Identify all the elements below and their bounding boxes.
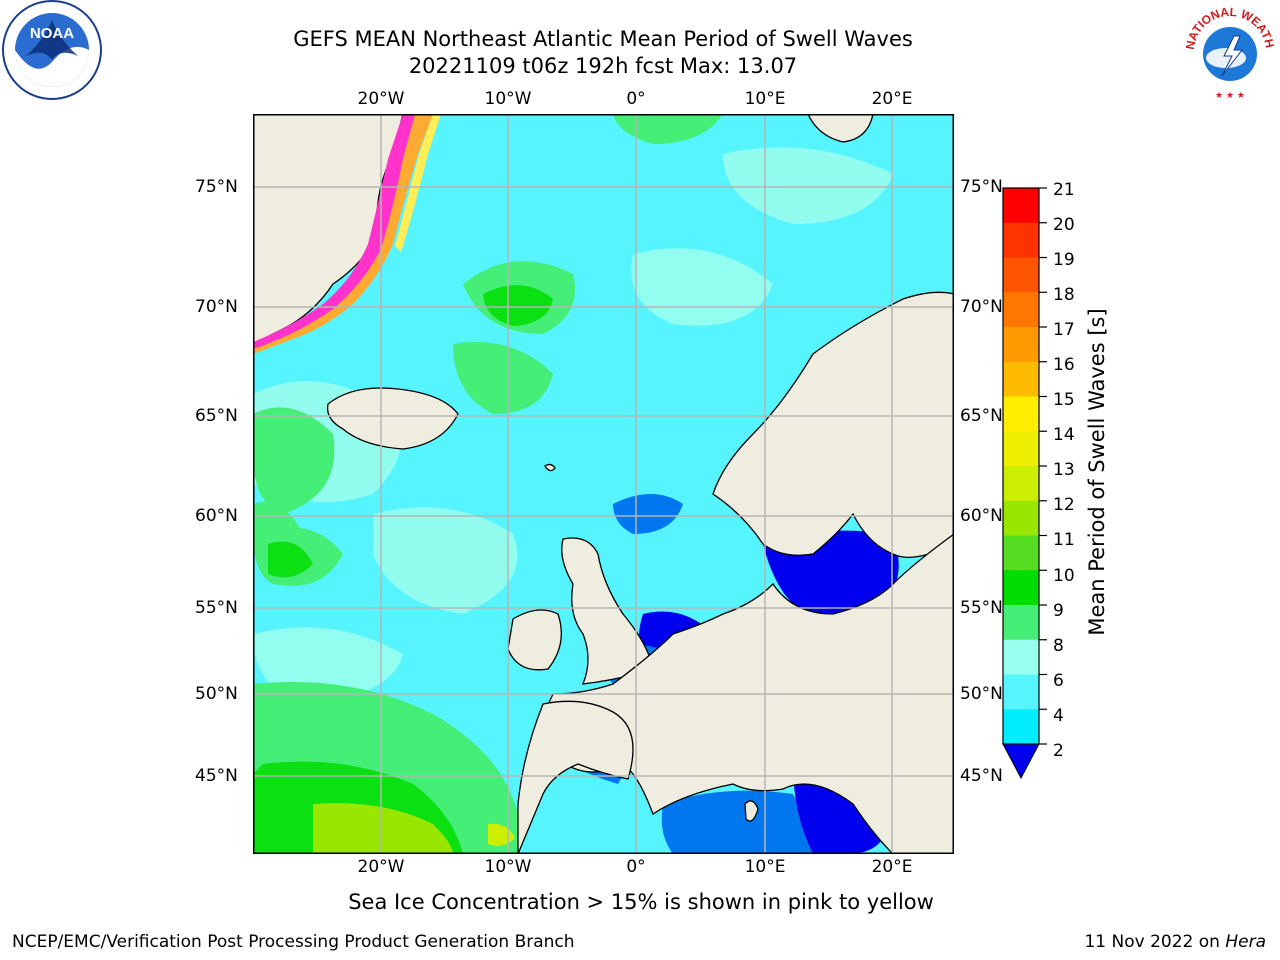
colorbar-segment bbox=[1003, 292, 1039, 328]
chart-title: GEFS MEAN Northeast Atlantic Mean Period… bbox=[293, 27, 913, 51]
period-11-12-patches bbox=[313, 803, 453, 854]
colorbar-segment bbox=[1003, 431, 1039, 467]
colorbar-segment bbox=[1003, 361, 1039, 397]
colorbar-tick-18: 18 bbox=[1053, 285, 1075, 305]
sea-ice-note: Sea Ice Concentration > 15% is shown in … bbox=[348, 890, 934, 914]
lat-label-left-60n: 60°N bbox=[195, 506, 238, 526]
colorbar-segment bbox=[1003, 605, 1039, 641]
lon-label-top-10e: 10°E bbox=[744, 89, 786, 109]
colorbar-extend-arrow bbox=[1002, 743, 1040, 780]
colorbar-tick-16: 16 bbox=[1053, 355, 1075, 375]
colorbar-tick-12: 12 bbox=[1053, 495, 1075, 515]
lat-label-right-50n: 50°N bbox=[960, 684, 1003, 704]
colorbar-segments bbox=[1003, 188, 1039, 745]
colorbar-label: Mean Period of Swell Waves [s] bbox=[1085, 308, 1109, 636]
colorbar-tick-6: 6 bbox=[1053, 671, 1064, 691]
colorbar-tick-21: 21 bbox=[1053, 180, 1075, 200]
footer-credit: NCEP/EMC/Verification Post Processing Pr… bbox=[12, 932, 575, 952]
colorbar-segment bbox=[1003, 396, 1039, 432]
lon-label-top-0: 0° bbox=[626, 89, 646, 109]
colorbar-segment bbox=[1003, 709, 1039, 745]
colorbar-tick-9: 9 bbox=[1053, 601, 1064, 621]
colorbar-tick-20: 20 bbox=[1053, 215, 1075, 235]
colorbar-segment bbox=[1003, 500, 1039, 536]
colorbar-tick-19: 19 bbox=[1053, 250, 1075, 270]
colorbar-tick-4: 4 bbox=[1053, 706, 1064, 726]
colorbar-tick-13: 13 bbox=[1053, 460, 1075, 480]
colorbar-segment bbox=[1003, 257, 1039, 293]
lon-label-bottom-20w: 20°W bbox=[357, 857, 405, 877]
lat-label-left-55n: 55°N bbox=[195, 598, 238, 618]
colorbar-tick-14: 14 bbox=[1053, 425, 1075, 445]
lat-label-left-65n: 65°N bbox=[195, 406, 238, 426]
colorbar-tick-10: 10 bbox=[1053, 566, 1075, 586]
footer-host: Hera bbox=[1225, 932, 1266, 952]
sea-ice-band bbox=[253, 114, 441, 354]
svg-text:★ ★ ★: ★ ★ ★ bbox=[1215, 91, 1245, 101]
graticule bbox=[253, 114, 954, 854]
colorbar-segment bbox=[1003, 639, 1039, 675]
lat-label-left-75n: 75°N bbox=[195, 177, 238, 197]
lat-label-right-60n: 60°N bbox=[960, 506, 1003, 526]
colorbar-tick-17: 17 bbox=[1053, 320, 1075, 340]
colorbar-tick-2: 2 bbox=[1053, 741, 1064, 761]
lat-label-right-75n: 75°N bbox=[960, 177, 1003, 197]
lat-label-right-55n: 55°N bbox=[960, 598, 1003, 618]
colorbar-segment bbox=[1003, 535, 1039, 571]
lat-label-right-65n: 65°N bbox=[960, 406, 1003, 426]
colorbar-segment bbox=[1003, 674, 1039, 710]
lat-label-left-70n: 70°N bbox=[195, 297, 238, 317]
map-frame bbox=[253, 114, 954, 854]
colorbar-tick-11: 11 bbox=[1053, 530, 1075, 550]
lon-label-bottom-20e: 20°E bbox=[871, 857, 913, 877]
chart-subtitle: 20221109 t06z 192h fcst Max: 13.07 bbox=[408, 54, 798, 78]
lat-label-right-70n: 70°N bbox=[960, 297, 1003, 317]
lat-label-left-45n: 45°N bbox=[195, 766, 238, 786]
colorbar-segment bbox=[1003, 570, 1039, 606]
lon-label-bottom-10e: 10°E bbox=[744, 857, 786, 877]
colorbar-segment bbox=[1003, 327, 1039, 363]
map-panel bbox=[253, 114, 954, 854]
colorbar-segment bbox=[1003, 222, 1039, 258]
lon-label-top-10w: 10°W bbox=[484, 89, 532, 109]
footer-date: 11 Nov 2022 on Hera bbox=[1084, 932, 1266, 952]
colorbar-segment bbox=[1003, 466, 1039, 502]
nws-logo: NATIONAL WEATHER SERVICE ★ ★ ★ bbox=[1178, 0, 1278, 101]
lon-label-top-20w: 20°W bbox=[357, 89, 405, 109]
noaa-logo: NOAA bbox=[2, 0, 102, 100]
colorbar-tick-15: 15 bbox=[1053, 390, 1075, 410]
lon-label-bottom-10w: 10°W bbox=[484, 857, 532, 877]
lon-label-bottom-0: 0° bbox=[626, 857, 646, 877]
colorbar-tick-8: 8 bbox=[1053, 636, 1064, 656]
colorbar bbox=[1002, 187, 1047, 780]
lat-label-right-45n: 45°N bbox=[960, 766, 1003, 786]
noaa-logo-text: NOAA bbox=[30, 25, 74, 42]
footer-date-text: 11 Nov 2022 on bbox=[1084, 932, 1226, 952]
lat-label-left-50n: 50°N bbox=[195, 684, 238, 704]
lon-label-top-20e: 20°E bbox=[871, 89, 913, 109]
colorbar-segment bbox=[1003, 188, 1039, 224]
